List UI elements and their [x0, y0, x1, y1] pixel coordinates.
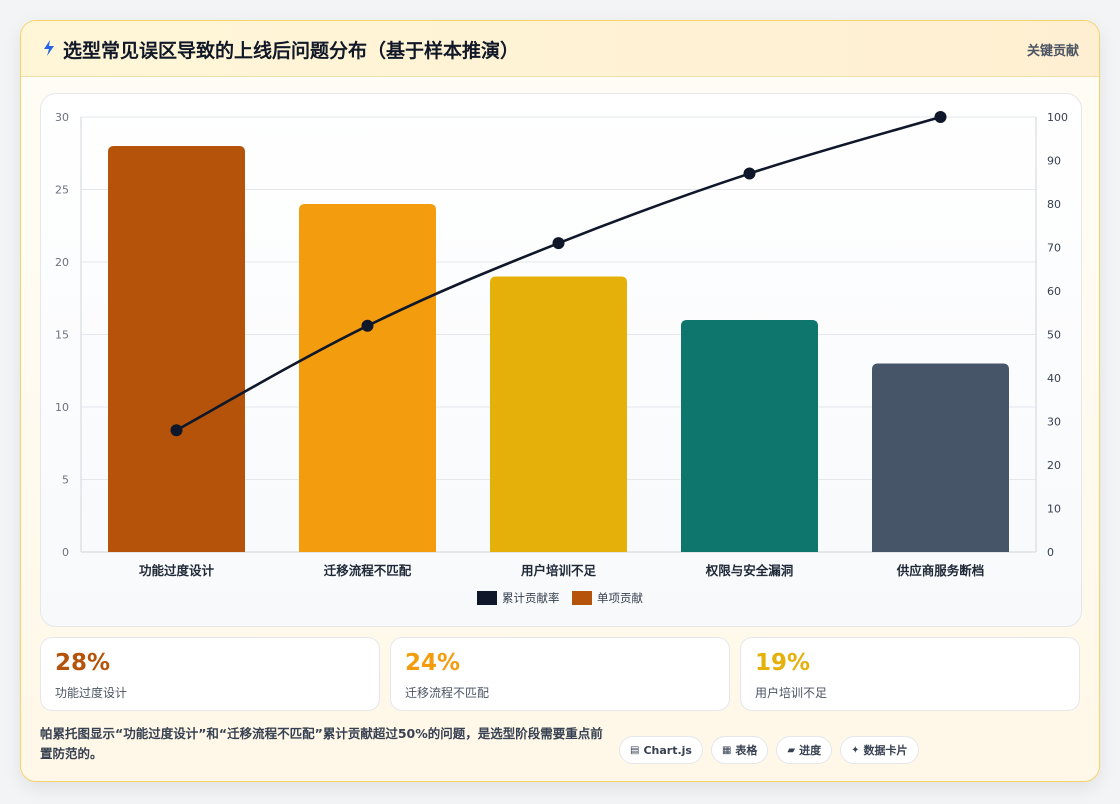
tag-chartjs[interactable]: ▤ Chart.js [619, 736, 703, 764]
bar [681, 320, 818, 552]
y-left-tick-label: 15 [55, 329, 69, 342]
line-point [934, 111, 947, 123]
stat-card: 24% 迁移流程不匹配 [390, 637, 730, 711]
x-tick-label: 供应商服务断档 [896, 563, 985, 578]
stat-label: 用户培训不足 [755, 686, 828, 700]
tag-label: Chart.js [643, 743, 692, 757]
line-point [552, 237, 565, 250]
lightning-icon [44, 40, 54, 56]
stat-label: 迁移流程不匹配 [405, 686, 490, 700]
stat-card: 28% 功能过度设计 [40, 637, 380, 711]
stat-card: 19% 用户培训不足 [740, 637, 1080, 711]
table-icon: ▤ [630, 744, 640, 756]
header-right-label: 关键贡献 [1026, 44, 1079, 59]
tag-label: 表格 [735, 744, 758, 757]
line-point [361, 319, 374, 332]
y-left-tick-label: 0 [62, 546, 69, 559]
legend-label: 单项贡献 [597, 591, 643, 605]
y-right-tick-label: 50 [1047, 329, 1061, 342]
sparkle-icon: ✦ [851, 744, 860, 756]
chart-footnote: 帕累托图显示“功能过度设计”和“迁移流程不匹配”累计贡献超过50%的问题，是选型… [40, 726, 603, 761]
line-point [743, 167, 756, 180]
bar [490, 276, 627, 552]
card-header: 选型常见误区导致的上线后问题分布（基于样本推演） 关键贡献 [21, 21, 1099, 77]
x-tick-label: 功能过度设计 [139, 563, 215, 578]
y-left-tick-label: 30 [55, 111, 69, 124]
x-tick-label: 权限与安全漏洞 [705, 563, 794, 578]
tag-table[interactable]: ▦ 表格 [710, 736, 769, 764]
stat-value: 28% [55, 650, 111, 676]
y-right-tick-label: 20 [1047, 459, 1061, 472]
progress-icon: ▰ [787, 744, 796, 756]
legend-label: 累计贡献率 [502, 591, 560, 605]
stat-value: 19% [755, 650, 811, 676]
bar [299, 204, 436, 552]
y-right-tick-label: 30 [1047, 416, 1061, 429]
chart-panel: 0 5 10 15 20 25 30 0 10 20 30 40 50 60 70 80 90 100 功能过度设计… [40, 93, 1082, 627]
y-right-tick-label: 0 [1047, 546, 1054, 559]
tag-list: ▤ Chart.js ▦ 表格 ▰ 进度 ✦ 数据卡片 [619, 736, 919, 764]
y-left-tick-label: 10 [55, 401, 69, 414]
stat-value: 24% [405, 650, 461, 676]
y-right-tick-label: 60 [1047, 285, 1061, 298]
stat-label: 功能过度设计 [55, 686, 128, 700]
tag-progress[interactable]: ▰ 进度 [776, 736, 833, 764]
x-tick-label: 迁移流程不匹配 [324, 563, 412, 578]
tag-label: 进度 [799, 744, 822, 757]
tag-data-card[interactable]: ✦ 数据卡片 [840, 736, 919, 764]
bar [108, 146, 245, 552]
y-left-tick-label: 25 [55, 184, 69, 197]
chart-title: 选型常见误区导致的上线后问题分布（基于样本推演） [63, 40, 520, 62]
tag-label: 数据卡片 [863, 744, 908, 757]
y-right-tick-label: 100 [1047, 111, 1068, 124]
y-left-tick-label: 20 [55, 256, 69, 269]
bar [872, 363, 1009, 552]
legend-swatch [572, 591, 592, 605]
line-point [170, 424, 183, 437]
y-right-tick-label: 90 [1047, 155, 1061, 168]
chart-card: 选型常见误区导致的上线后问题分布（基于样本推演） 关键贡献 0 5 10 15 20 25… [20, 20, 1100, 782]
pareto-chart: 0 5 10 15 20 25 30 0 10 20 30 40 50 60 70 80 90 100 功能过度设计… [55, 111, 1068, 605]
y-right-tick-label: 70 [1047, 242, 1061, 255]
y-left-tick-label: 5 [62, 474, 69, 487]
x-tick-label: 用户培训不足 [520, 563, 597, 578]
y-right-tick-label: 40 [1047, 372, 1061, 385]
y-right-tick-label: 10 [1047, 503, 1061, 516]
legend-swatch [477, 591, 497, 605]
grid-icon: ▦ [721, 744, 732, 756]
y-right-tick-label: 80 [1047, 198, 1061, 211]
